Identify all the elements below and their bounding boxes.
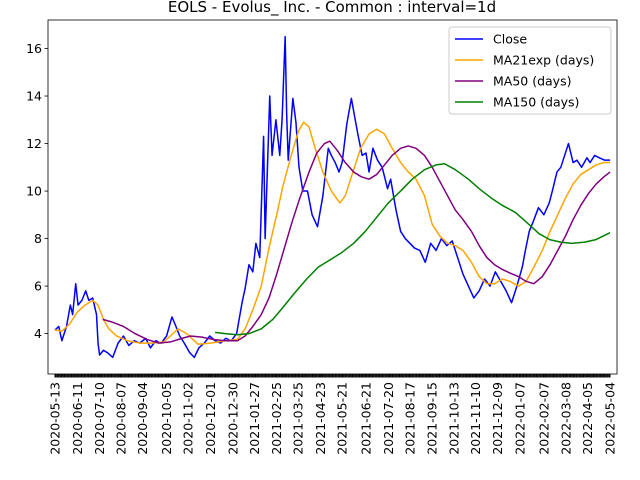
y-tick-label: 6 [34, 279, 42, 294]
y-tick-label: 16 [26, 41, 42, 56]
x-tick-label: 2021-04-23 [313, 382, 328, 455]
x-tick-label: 2021-07-20 [381, 382, 396, 455]
legend-label-ma150-days: MA150 (days) [493, 95, 579, 110]
x-tick-label: 2022-05-04 [603, 382, 618, 455]
x-tick-label: 2020-12-30 [225, 382, 240, 455]
x-tick-label: 2021-11-10 [468, 382, 483, 455]
x-tick-label: 2020-11-02 [181, 382, 196, 455]
x-tick-label: 2020-09-04 [135, 382, 150, 455]
x-tick-label: 2021-10-13 [446, 382, 461, 455]
x-tick-label: 2021-12-09 [490, 382, 505, 455]
x-tick-label: 2021-01-27 [247, 382, 262, 455]
x-tick-label: 2022-01-07 [512, 382, 527, 455]
y-tick-label: 8 [34, 231, 42, 246]
chart-title: EOLS - Evolus_ Inc. - Common : interval=… [168, 0, 496, 17]
x-tick-label: 2020-05-13 [47, 382, 62, 455]
legend-label-close: Close [493, 32, 527, 47]
series-line-close [54, 35, 611, 359]
series-line-ma150-days [214, 162, 611, 336]
x-tick-label: 2022-02-07 [536, 382, 551, 455]
x-tick-label: 2021-02-25 [269, 382, 284, 455]
axes-layer: 4 6 8 10 12 14 16 2020-05-13 2020-06-11 2020-07-1… [26, 19, 618, 455]
legend: Close MA21exp (days) MA50 (days) MA150 (day… [448, 26, 612, 115]
series-line-ma50-days [102, 140, 611, 344]
y-tick-label: 4 [34, 326, 42, 341]
y-tick-label: 14 [26, 89, 42, 104]
x-tick-label: 2020-06-11 [70, 382, 85, 455]
x-tick-label: 2021-09-15 [425, 382, 440, 455]
x-tick-label: 2021-05-21 [335, 382, 350, 455]
x-tick-label: 2020-07-10 [92, 382, 107, 455]
legend-box [448, 26, 612, 115]
legend-label-ma21exp-days: MA21exp (days) [493, 53, 594, 68]
y-tick-label: 10 [26, 184, 42, 199]
x-tick-label: 2022-03-08 [559, 382, 574, 455]
x-tick-label: 2021-08-17 [402, 382, 417, 455]
series-layer [54, 35, 611, 359]
x-tick-label: 2021-03-25 [291, 382, 306, 455]
x-tick-label: 2020-08-07 [114, 382, 129, 455]
series-line-ma21exp-days [54, 121, 611, 346]
x-tick-label: 2020-12-01 [203, 382, 218, 455]
x-tick-label: 2020-10-05 [159, 382, 174, 455]
x-tick-label: 2022-04-05 [580, 382, 595, 455]
legend-label-ma50-days: MA50 (days) [493, 74, 571, 89]
x-tick-label: 2021-06-21 [358, 382, 373, 455]
y-tick-label: 12 [26, 136, 42, 151]
